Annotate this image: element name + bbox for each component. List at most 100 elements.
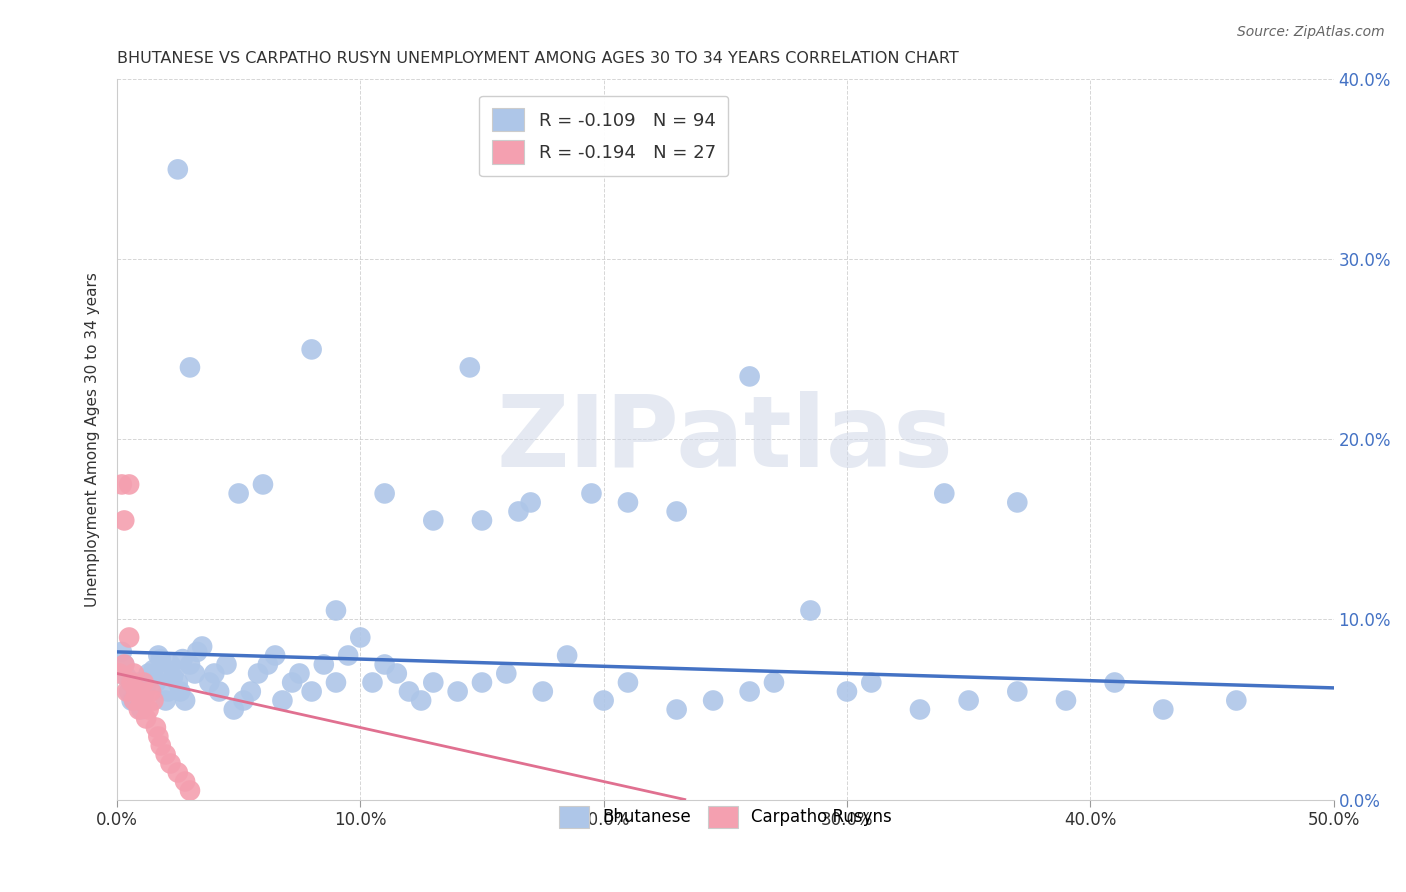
Point (166, 162, 188, 177)
Point (374, 486, 396, 500)
Point (215, 657, 238, 672)
Point (247, 666, 270, 681)
Point (139, 670, 162, 684)
Point (145, 721, 167, 735)
Point (1104, 675, 1126, 690)
Point (148, 730, 170, 744)
Point (288, 666, 311, 681)
Point (149, 652, 172, 666)
Point (128, 675, 150, 690)
Point (702, 693, 724, 707)
Y-axis label: Unemployment Among Ages 30 to 34 years: Unemployment Among Ages 30 to 34 years (86, 272, 100, 607)
Point (128, 702, 150, 716)
Point (191, 640, 214, 654)
Point (115, 670, 138, 684)
Point (458, 360, 481, 375)
Point (138, 666, 160, 681)
Point (132, 675, 155, 690)
Point (122, 693, 145, 707)
Point (592, 693, 614, 707)
Point (112, 513, 135, 527)
Point (264, 648, 287, 663)
Point (179, 783, 201, 797)
Point (148, 648, 170, 663)
Point (957, 693, 980, 707)
Point (135, 681, 157, 695)
Point (222, 702, 245, 716)
Point (228, 486, 250, 500)
Point (581, 486, 603, 500)
Point (174, 693, 197, 707)
Point (762, 675, 785, 690)
Point (860, 675, 883, 690)
Point (128, 684, 150, 698)
Point (738, 369, 761, 384)
Point (1007, 495, 1029, 509)
Point (172, 652, 194, 666)
Point (361, 675, 384, 690)
Point (1007, 684, 1029, 698)
Point (398, 684, 420, 698)
Point (142, 663, 165, 677)
Point (446, 684, 468, 698)
Point (256, 657, 278, 672)
Point (184, 666, 207, 681)
Point (186, 645, 208, 659)
Text: BHUTANESE VS CARPATHO RUSYN UNEMPLOYMENT AMONG AGES 30 TO 34 YEARS CORRELATION C: BHUTANESE VS CARPATHO RUSYN UNEMPLOYMENT… (117, 51, 959, 66)
Point (281, 675, 304, 690)
Point (129, 693, 152, 707)
Point (422, 513, 444, 527)
Point (471, 675, 494, 690)
Point (617, 675, 640, 690)
Point (179, 657, 201, 672)
Point (115, 684, 138, 698)
Point (125, 684, 148, 698)
Point (1152, 702, 1174, 716)
Point (135, 711, 157, 725)
Text: Source: ZipAtlas.com: Source: ZipAtlas.com (1237, 25, 1385, 39)
Point (301, 343, 323, 357)
Point (738, 684, 761, 698)
Point (835, 684, 858, 698)
Point (232, 693, 254, 707)
Point (325, 675, 347, 690)
Point (495, 666, 517, 681)
Point (129, 702, 152, 716)
Point (239, 684, 262, 698)
Point (908, 702, 931, 716)
Point (152, 666, 174, 681)
Point (271, 693, 294, 707)
Point (112, 657, 135, 672)
Point (555, 648, 578, 663)
Point (142, 693, 165, 707)
Point (325, 603, 347, 617)
Point (202, 666, 225, 681)
Point (121, 693, 143, 707)
Point (145, 675, 167, 690)
Point (159, 756, 181, 771)
Point (174, 774, 197, 789)
Point (799, 603, 821, 617)
Point (149, 739, 172, 753)
Point (155, 693, 177, 707)
Point (138, 702, 160, 716)
Point (165, 663, 187, 677)
Point (411, 693, 433, 707)
Point (118, 631, 141, 645)
Point (252, 477, 274, 491)
Point (934, 486, 956, 500)
Point (169, 684, 191, 698)
Point (385, 666, 408, 681)
Point (508, 504, 530, 518)
Point (665, 702, 688, 716)
Point (122, 693, 145, 707)
Point (1225, 693, 1247, 707)
Point (665, 504, 688, 518)
Point (159, 657, 181, 672)
Point (198, 675, 221, 690)
Point (208, 684, 231, 698)
Text: ZIPatlas: ZIPatlas (496, 391, 953, 488)
Point (422, 675, 444, 690)
Point (139, 684, 162, 698)
Point (125, 684, 148, 698)
